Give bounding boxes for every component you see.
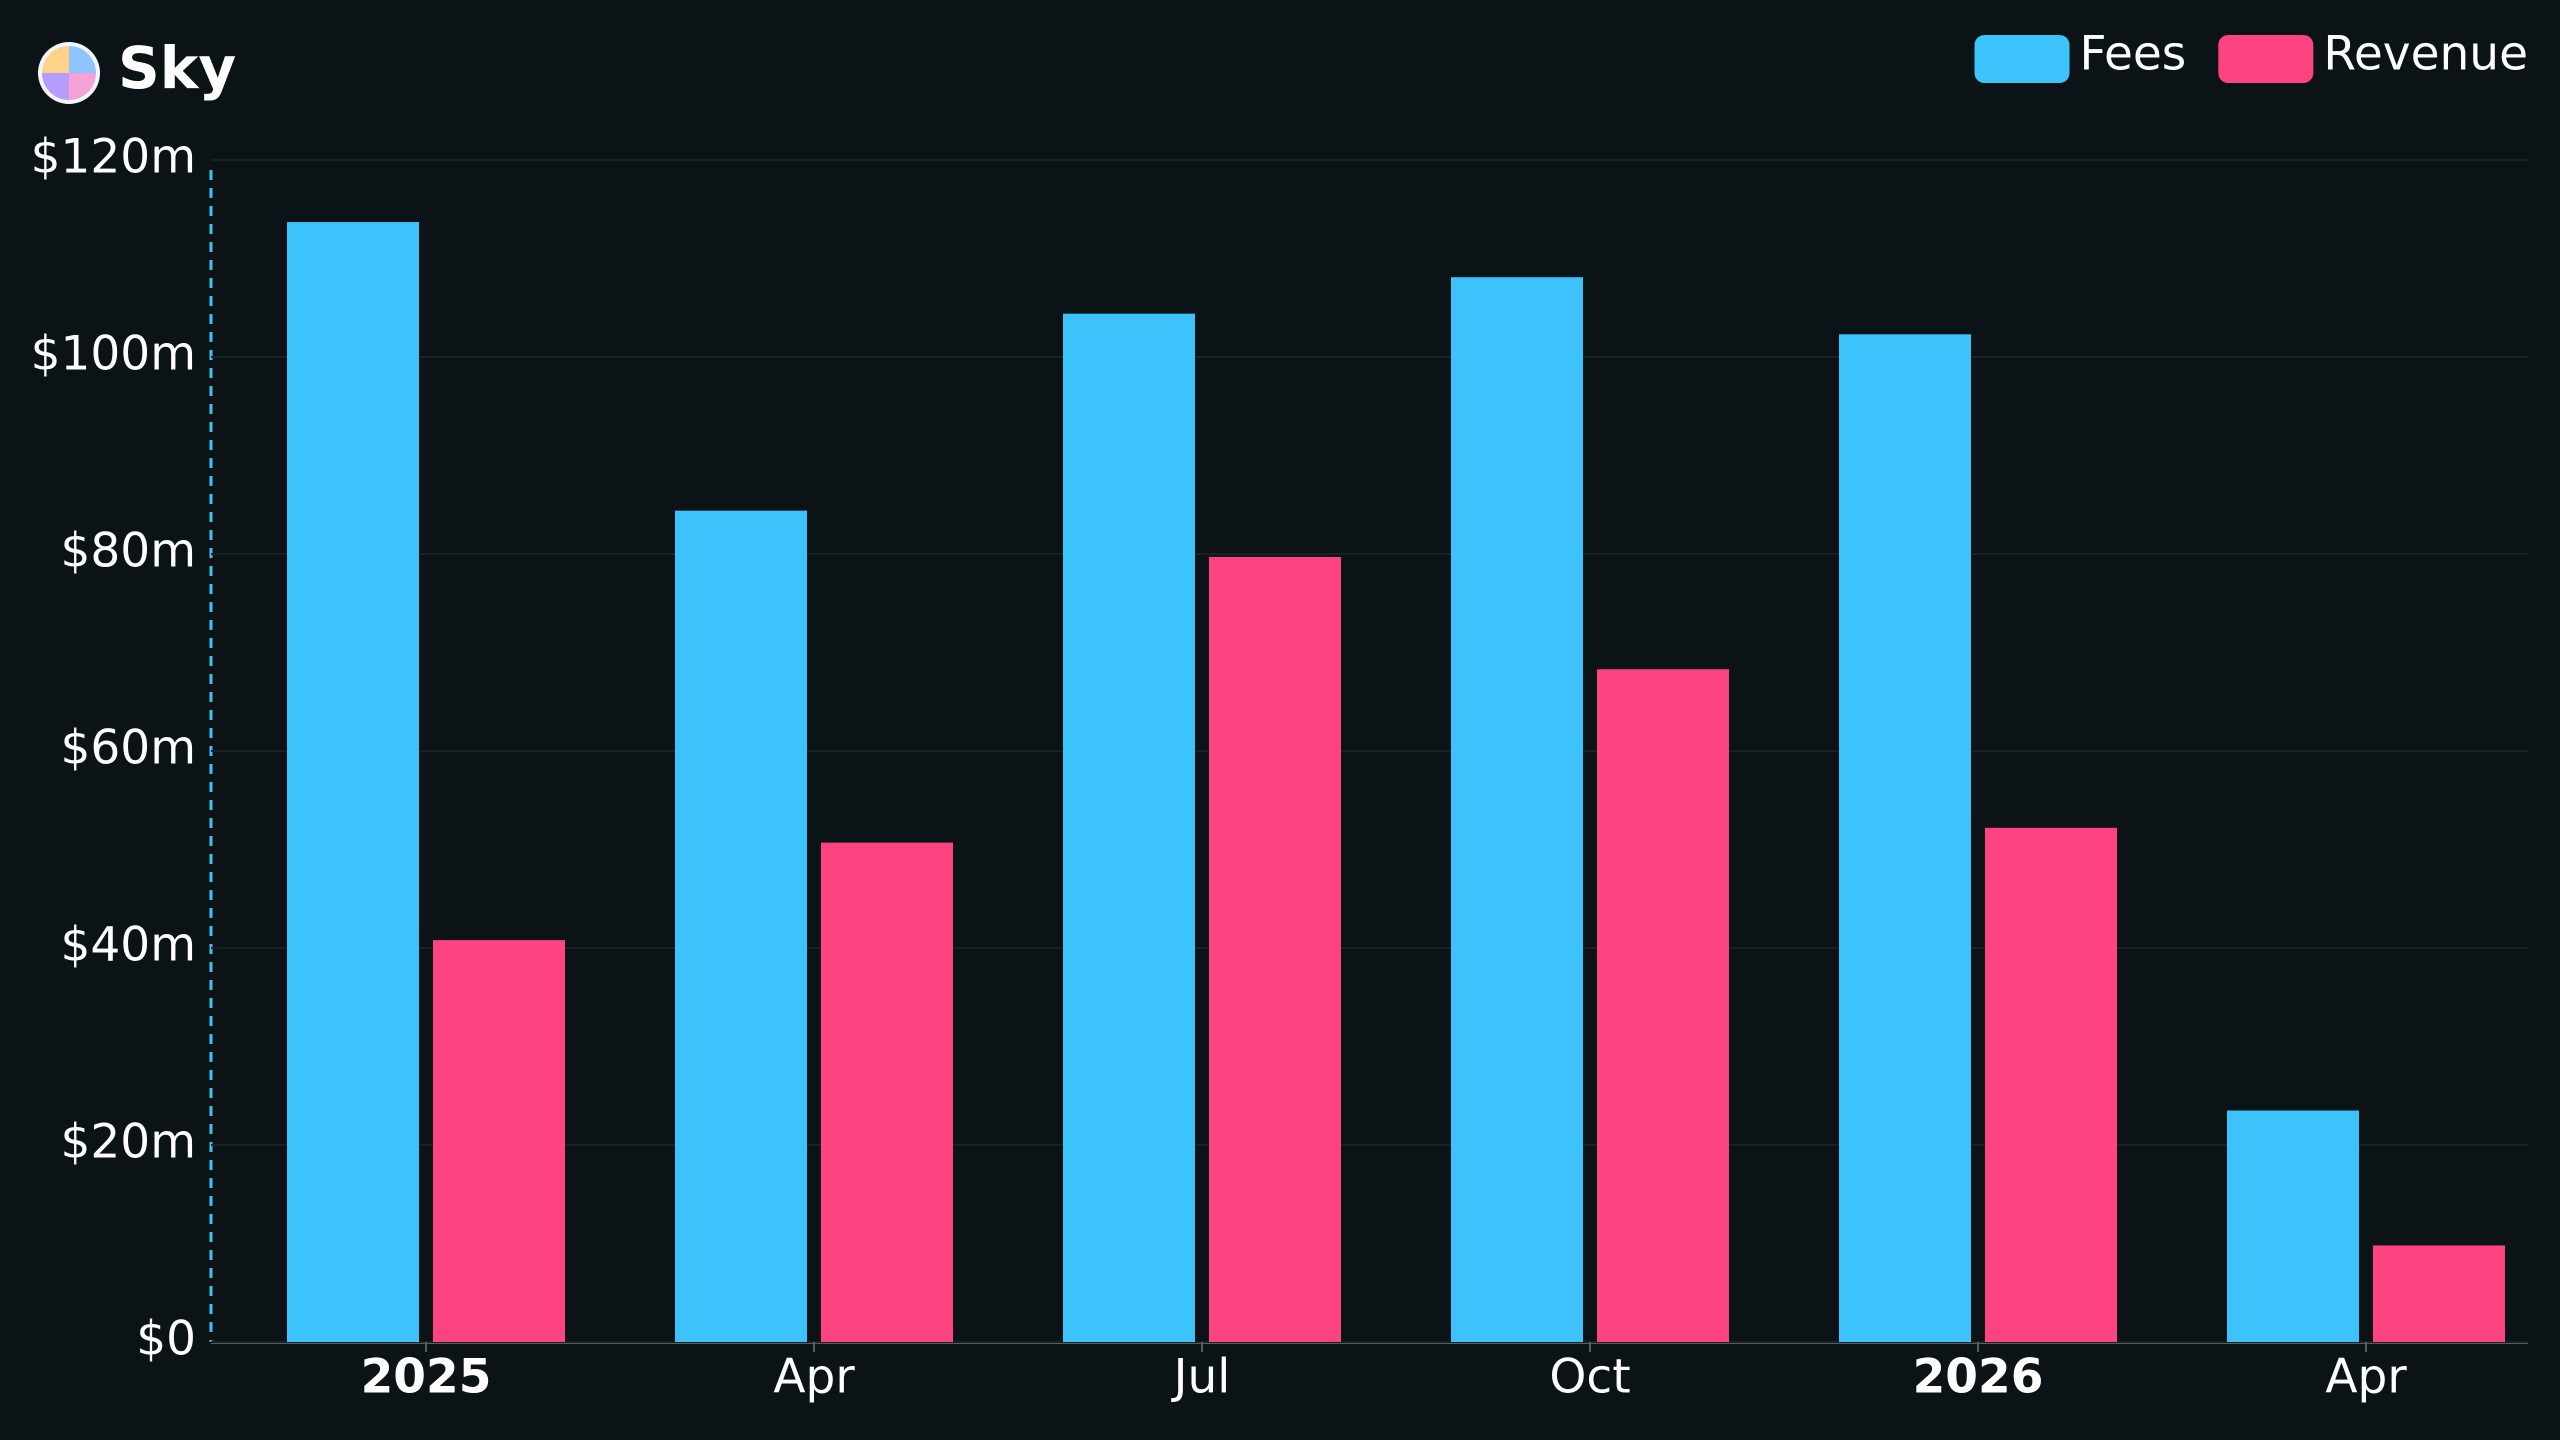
x-tick-label: 2026 bbox=[1913, 1350, 2044, 1405]
bar bbox=[1839, 334, 1971, 1343]
bar bbox=[2227, 1110, 2359, 1342]
logo-wedge bbox=[69, 73, 96, 100]
bar bbox=[287, 222, 419, 1343]
y-tick-label: $120m bbox=[31, 130, 196, 185]
x-tick-label: Apr bbox=[773, 1350, 855, 1405]
bar bbox=[1209, 556, 1341, 1342]
legend-label: Revenue bbox=[2323, 27, 2528, 82]
y-tick-label: $20m bbox=[61, 1115, 197, 1170]
y-tick-label: $80m bbox=[61, 524, 197, 579]
y-tick-label: $60m bbox=[61, 721, 197, 776]
x-tick-label: Apr bbox=[2325, 1350, 2407, 1405]
legend-swatch bbox=[2218, 35, 2314, 83]
legend-swatch bbox=[1974, 35, 2070, 83]
bar bbox=[675, 510, 807, 1342]
legend-label: Fees bbox=[2080, 27, 2187, 82]
bar bbox=[1597, 669, 1729, 1342]
bar bbox=[1063, 313, 1195, 1342]
bar bbox=[1985, 827, 2117, 1342]
logo-wedge bbox=[69, 46, 96, 73]
y-tick-label: $40m bbox=[61, 918, 197, 973]
x-tick-label: 2025 bbox=[361, 1350, 492, 1405]
x-tick-label: Jul bbox=[1171, 1350, 1231, 1405]
bar bbox=[433, 940, 565, 1342]
chart-title: Sky bbox=[118, 34, 236, 102]
x-tick-label: Oct bbox=[1549, 1350, 1630, 1405]
logo bbox=[38, 42, 100, 104]
logo-wedge bbox=[42, 46, 69, 73]
logo-wedge bbox=[42, 73, 69, 100]
bar bbox=[2373, 1245, 2505, 1342]
bar bbox=[821, 842, 953, 1342]
legend: Fees Revenue bbox=[1974, 27, 2528, 83]
y-tick-label: $0 bbox=[136, 1312, 196, 1367]
bar bbox=[1451, 277, 1583, 1343]
y-tick-label: $100m bbox=[31, 327, 196, 382]
